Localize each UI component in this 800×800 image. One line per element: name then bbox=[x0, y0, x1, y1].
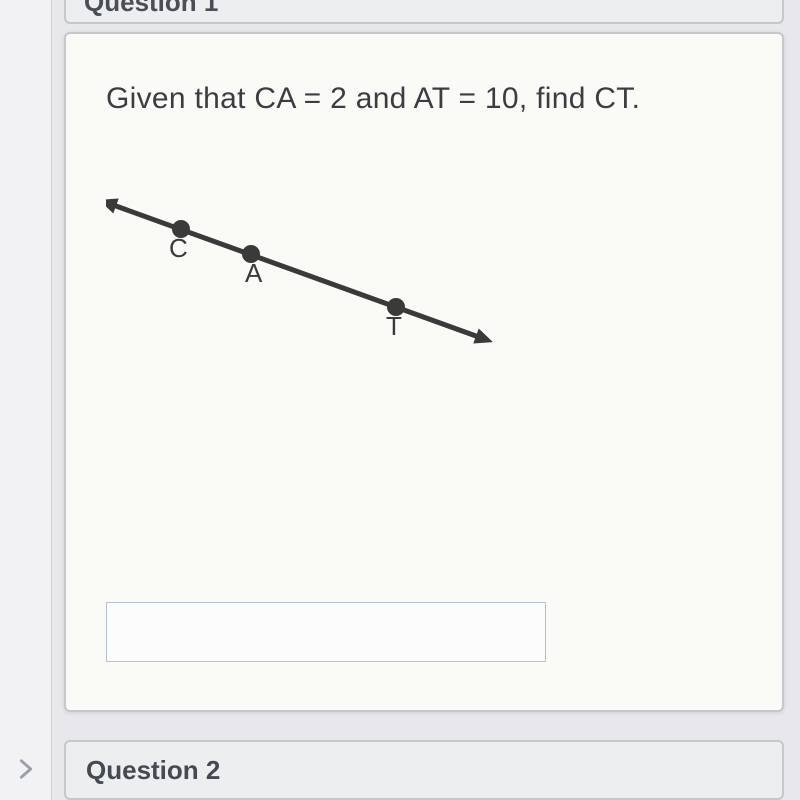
question-prompt: Given that CA = 2 and AT = 10, find CT. bbox=[106, 82, 742, 116]
question-card: Given that CA = 2 and AT = 10, find CT. … bbox=[64, 32, 784, 712]
question-header-2-title: Question 2 bbox=[86, 755, 220, 786]
line-diagram: C A T bbox=[106, 176, 506, 376]
svg-text:A: A bbox=[245, 258, 263, 288]
svg-text:C: C bbox=[169, 233, 188, 263]
question-header-1-title: Question 1 bbox=[84, 0, 218, 18]
diagram-svg: C A T bbox=[106, 176, 506, 376]
answer-input[interactable] bbox=[106, 602, 546, 662]
question-header-1[interactable]: Question 1 bbox=[64, 0, 784, 24]
chevron-right-icon[interactable] bbox=[12, 755, 40, 783]
question-header-2[interactable]: Question 2 bbox=[64, 740, 784, 800]
sidebar-edge bbox=[0, 0, 52, 800]
svg-text:T: T bbox=[386, 311, 402, 341]
